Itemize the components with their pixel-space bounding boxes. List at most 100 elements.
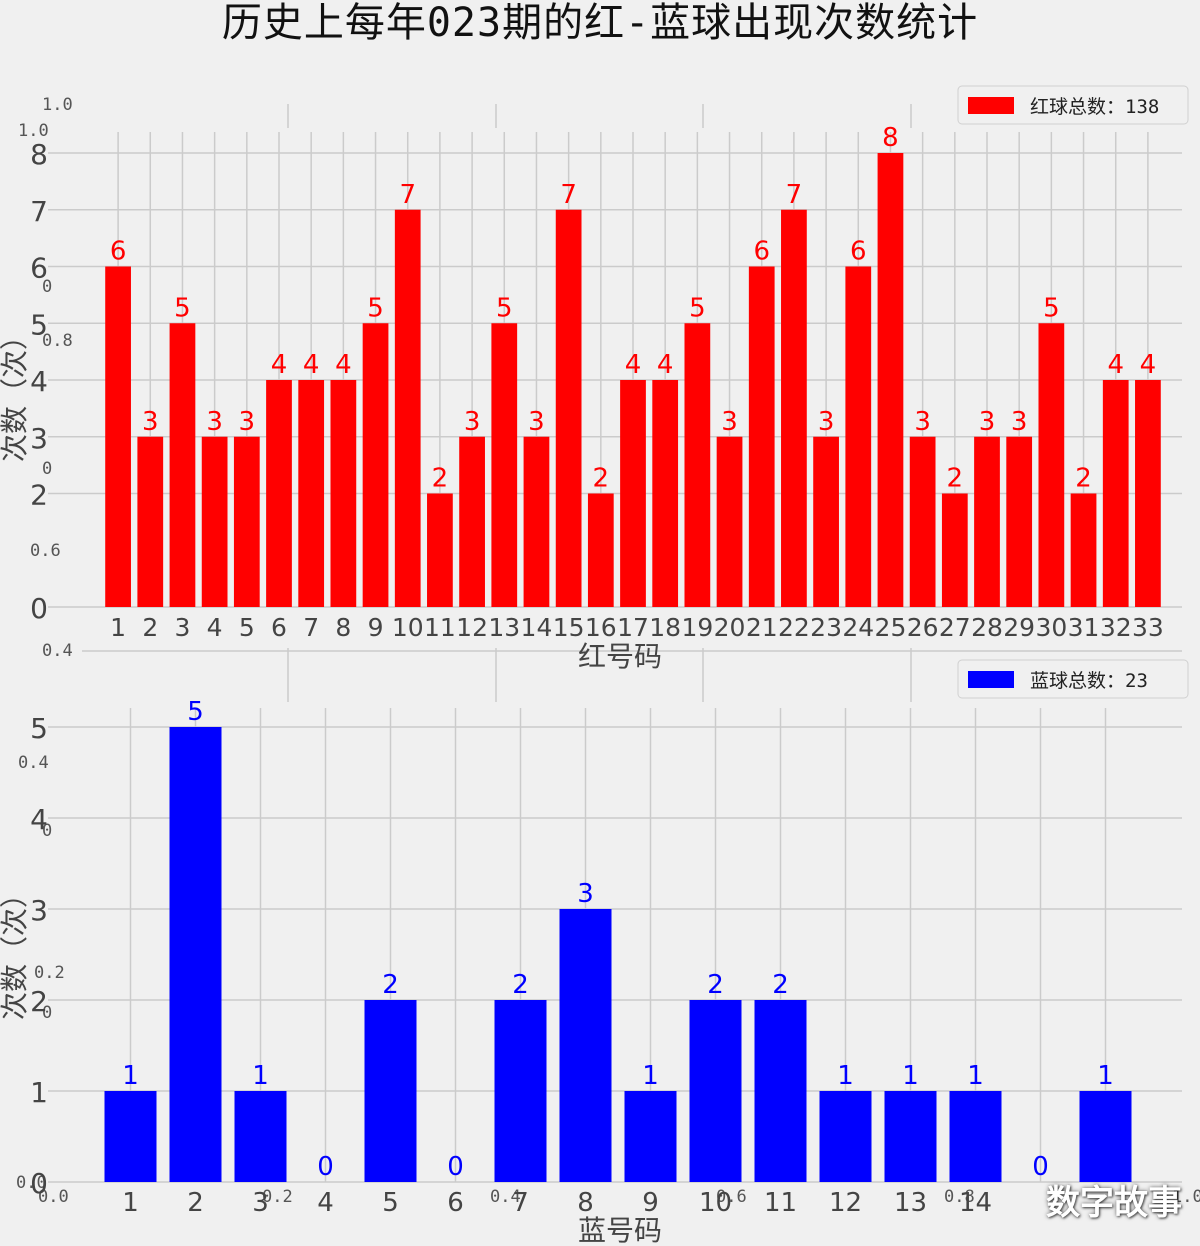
x-tick-label: 26 <box>907 613 939 642</box>
data-label: 5 <box>367 293 384 323</box>
bar <box>1135 380 1161 607</box>
y-tick-label: 4 <box>30 365 48 398</box>
x-tick-label: 3 <box>175 613 191 642</box>
ghost-tick-label: 0 <box>42 821 52 841</box>
x-tick-label: 4 <box>207 613 223 642</box>
ghost-tick-label: 0.6 <box>716 1187 747 1207</box>
watermark: 数字故事 <box>1046 1183 1182 1223</box>
x-tick-label: 20 <box>714 613 746 642</box>
bar <box>819 1091 872 1182</box>
x-tick-label: 12 <box>456 613 488 642</box>
x-tick-label: 13 <box>894 1188 927 1218</box>
x-tick-label: 24 <box>842 613 874 642</box>
x-tick-label: 1 <box>122 1188 139 1218</box>
data-label: 6 <box>753 237 770 267</box>
bar <box>716 436 743 607</box>
data-label: 1 <box>122 1061 139 1091</box>
bar <box>104 1091 157 1182</box>
x-tick-label: 28 <box>971 613 1003 642</box>
data-label: 0 <box>447 1152 464 1182</box>
data-label: 2 <box>947 464 964 494</box>
data-label: 1 <box>252 1061 269 1091</box>
bar <box>845 266 872 607</box>
x-tick-label: 12 <box>829 1188 862 1218</box>
data-label: 4 <box>1140 350 1157 380</box>
data-label: 2 <box>1075 464 1092 494</box>
y-tick-label: 3 <box>30 422 48 455</box>
ghost-axes: 1.01.000.800.60.40.400.200.00.0 0.2 0.4 0.6… <box>16 95 1200 1207</box>
bar <box>169 727 222 1182</box>
data-label: 2 <box>707 970 724 1000</box>
bar <box>884 1091 937 1182</box>
x-tick-label: 8 <box>335 613 351 642</box>
bar <box>330 380 357 607</box>
x-tick-label: 8 <box>577 1188 594 1218</box>
x-tick-label: 21 <box>746 613 778 642</box>
x-tick-label: 9 <box>642 1188 659 1218</box>
x-tick-label: 9 <box>368 613 384 642</box>
legend-label: 红球总数：138 <box>1030 96 1159 118</box>
bar <box>748 266 775 607</box>
data-label: 3 <box>577 879 594 909</box>
data-label: 3 <box>464 407 481 437</box>
data-label: 5 <box>174 293 191 323</box>
data-label: 5 <box>1043 293 1060 323</box>
ghost-tick-label: 0.2 <box>262 1187 293 1207</box>
x-tick-label: 4 <box>317 1188 334 1218</box>
bar <box>689 1000 742 1182</box>
bar <box>684 323 711 607</box>
bar <box>877 153 904 607</box>
ghost-tick-label: 0.4 <box>42 641 73 661</box>
chart-panel-1: 0234567861325334354647485971021131251331… <box>0 85 1189 673</box>
bar <box>169 323 196 607</box>
ghost-tick-label: 1.0 <box>18 121 49 141</box>
y-tick-label: 7 <box>30 195 48 228</box>
data-label: 2 <box>593 464 610 494</box>
x-tick-label: 30 <box>1035 613 1067 642</box>
legend-label: 蓝球总数：23 <box>1030 670 1148 692</box>
x-tick-label: 32 <box>1100 613 1132 642</box>
ghost-tick-label: 0.6 <box>30 541 61 561</box>
data-label: 3 <box>142 407 159 437</box>
data-label: 3 <box>206 407 223 437</box>
x-tick-label: 3 <box>252 1188 269 1218</box>
ghost-tick-label: 0.0 <box>38 1187 69 1207</box>
data-label: 5 <box>689 293 706 323</box>
data-label: 5 <box>496 293 513 323</box>
data-label: 7 <box>786 180 803 210</box>
bar <box>909 436 936 607</box>
data-label: 1 <box>837 1061 854 1091</box>
data-label: 3 <box>1011 407 1028 437</box>
x-tick-label: 10 <box>699 1188 732 1218</box>
x-axis-label: 红号码 <box>578 640 662 673</box>
bar <box>941 493 968 607</box>
data-label: 2 <box>432 464 449 494</box>
data-label: 2 <box>772 970 789 1000</box>
bar <box>491 323 518 607</box>
x-tick-label: 11 <box>764 1188 797 1218</box>
data-label: 2 <box>382 970 399 1000</box>
data-label: 8 <box>882 123 899 153</box>
data-label: 1 <box>1097 1061 1114 1091</box>
y-tick-label: 6 <box>30 252 48 285</box>
bar <box>652 380 679 607</box>
data-label: 4 <box>335 350 352 380</box>
data-label: 6 <box>850 237 867 267</box>
data-label: 7 <box>399 180 416 210</box>
data-label: 3 <box>239 407 256 437</box>
x-tick-label: 5 <box>239 613 255 642</box>
legend-box <box>957 85 1189 125</box>
bar <box>364 1000 417 1182</box>
x-tick-label: 16 <box>585 613 617 642</box>
bar <box>233 436 260 607</box>
y-tick-label: 8 <box>30 138 48 171</box>
ghost-tick-label: 0.0 <box>16 1173 47 1193</box>
x-tick-label: 5 <box>382 1188 399 1218</box>
legend-box <box>957 659 1189 699</box>
bar <box>137 436 164 607</box>
data-label: 0 <box>317 1152 334 1182</box>
bar <box>1079 1091 1132 1182</box>
y-tick-label: 5 <box>30 308 48 341</box>
data-label: 0 <box>1032 1152 1049 1182</box>
